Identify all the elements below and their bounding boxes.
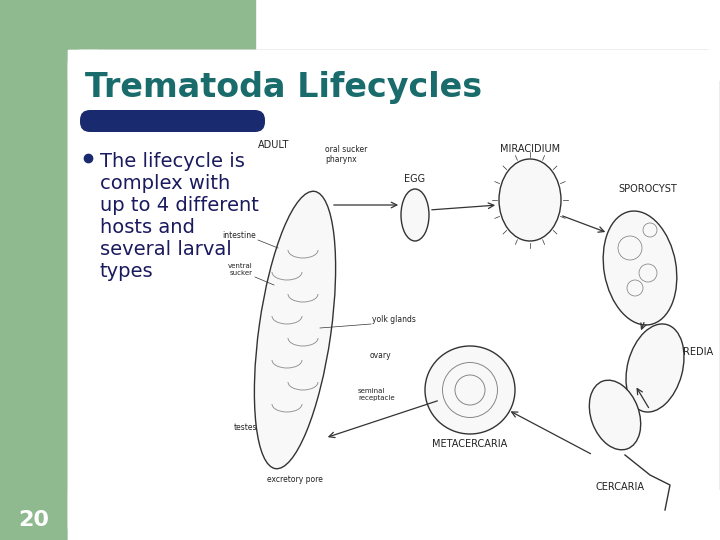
Bar xyxy=(68,50,98,540)
Text: complex with: complex with xyxy=(100,174,230,193)
Text: seminal
receptacle: seminal receptacle xyxy=(358,388,395,401)
Text: excretory pore: excretory pore xyxy=(267,475,323,484)
Text: oral sucker: oral sucker xyxy=(325,145,367,154)
Bar xyxy=(0,0,255,100)
Ellipse shape xyxy=(603,211,677,325)
Text: Trematoda Lifecycles: Trematoda Lifecycles xyxy=(85,71,482,105)
Text: METACERCARIA: METACERCARIA xyxy=(433,439,508,449)
Text: ADULT: ADULT xyxy=(258,140,289,150)
Text: up to 4 different: up to 4 different xyxy=(100,196,259,215)
Text: The lifecycle is: The lifecycle is xyxy=(100,152,245,171)
Text: ovary: ovary xyxy=(370,351,392,360)
Text: several larval: several larval xyxy=(100,240,232,259)
FancyBboxPatch shape xyxy=(68,50,720,540)
Text: ventral
sucker: ventral sucker xyxy=(228,263,253,276)
Bar xyxy=(68,490,720,540)
Text: MIRACIDIUM: MIRACIDIUM xyxy=(500,144,560,154)
Text: intestine: intestine xyxy=(222,231,256,240)
Ellipse shape xyxy=(401,189,429,241)
Text: REDIA: REDIA xyxy=(683,347,713,357)
Ellipse shape xyxy=(254,191,336,469)
Bar xyxy=(68,50,720,80)
Bar xyxy=(0,0,68,540)
Text: types: types xyxy=(100,262,153,281)
Text: yolk glands: yolk glands xyxy=(372,315,416,324)
Text: hosts and: hosts and xyxy=(100,218,195,237)
Text: SPOROCYST: SPOROCYST xyxy=(618,184,678,194)
Ellipse shape xyxy=(425,346,515,434)
Text: pharynx: pharynx xyxy=(325,155,356,164)
Ellipse shape xyxy=(499,159,561,241)
Ellipse shape xyxy=(626,324,684,412)
Text: CERCARIA: CERCARIA xyxy=(595,482,644,492)
Ellipse shape xyxy=(589,380,641,450)
Text: EGG: EGG xyxy=(405,174,426,184)
FancyBboxPatch shape xyxy=(80,110,265,132)
Text: 20: 20 xyxy=(19,510,50,530)
Text: testes: testes xyxy=(233,423,257,432)
